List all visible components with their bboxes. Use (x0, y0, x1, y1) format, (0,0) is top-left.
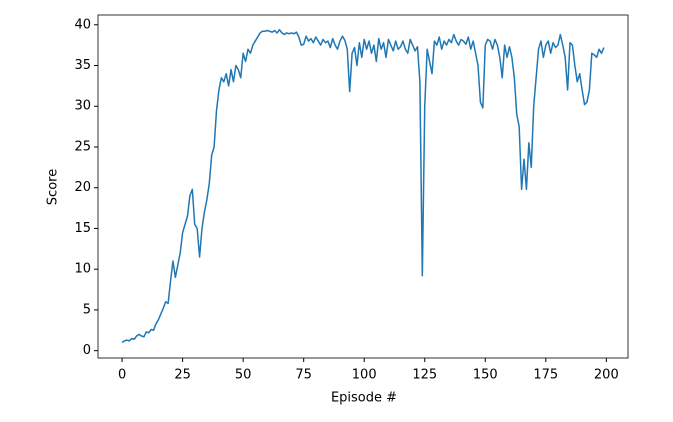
y-tick-label: 20 (74, 180, 91, 195)
x-tick-label: 100 (352, 368, 377, 383)
y-tick-label: 25 (74, 139, 91, 154)
x-tick-label: 50 (235, 368, 252, 383)
y-tick-label: 35 (74, 58, 91, 73)
x-tick-label: 0 (118, 368, 126, 383)
plot-frame (97, 14, 629, 359)
y-tick-label: 15 (74, 221, 91, 236)
x-tick-label: 175 (533, 368, 558, 383)
y-tick-label: 10 (74, 262, 91, 277)
x-tick-label: 75 (295, 368, 312, 383)
y-tick-label: 40 (74, 17, 91, 32)
x-tick-label: 200 (594, 368, 619, 383)
y-tick-label: 30 (74, 99, 91, 114)
x-tick-label: 25 (174, 368, 191, 383)
y-axis-label: Score (46, 169, 61, 205)
x-tick-label: 150 (473, 368, 498, 383)
line (121, 28, 605, 344)
y-tick-label: 0 (83, 343, 91, 358)
y-tick-label: 5 (83, 302, 91, 317)
x-tick-label: 125 (412, 368, 437, 383)
x-axis-label: Episode # (331, 391, 397, 406)
